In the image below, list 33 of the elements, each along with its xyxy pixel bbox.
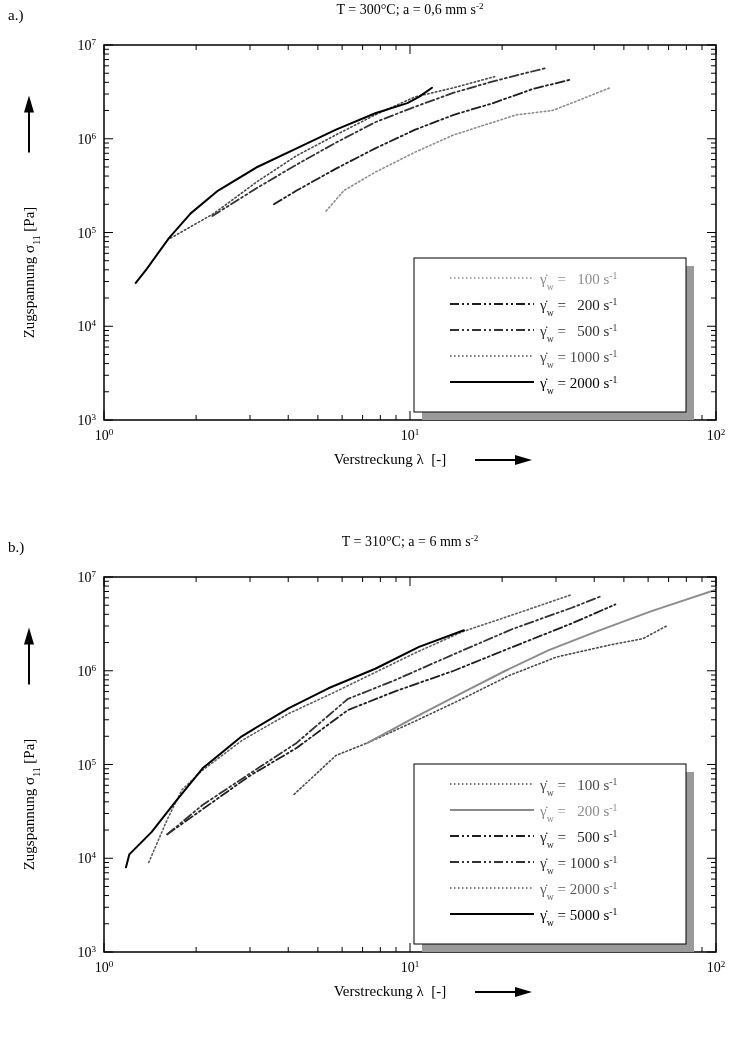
x-tick-label: 10$^{1}$ <box>400 427 420 443</box>
text: γ̇$_{w}$ = 500 s$^{-1}$ <box>539 827 618 850</box>
chart-title: T = 300°C; a = 0,6 mm s$^{-2}$ <box>336 1 484 17</box>
y-tick-label: 10$^{7}$ <box>77 37 97 53</box>
x-tick-label: 10$^{0}$ <box>94 959 114 975</box>
text: γ̇$_{w}$ = 200 s$^{-1}$ <box>539 295 618 318</box>
y-tick-label: 10$^{6}$ <box>77 662 97 679</box>
text: γ̇$_{w}$ = 100 s$^{-1}$ <box>539 775 618 798</box>
y-tick-label: 10$^{5}$ <box>77 756 97 773</box>
y-tick-label: 10$^{7}$ <box>77 569 97 585</box>
x-tick-label: 10$^{2}$ <box>706 959 726 975</box>
y-tick-label: 10$^{4}$ <box>77 318 97 335</box>
x-axis-title: Verstreckung λ [-] <box>333 983 447 999</box>
text: γ̇$_{w}$ = 1000 s$^{-1}$ <box>539 347 618 370</box>
text: a.) <box>8 7 24 24</box>
x-axis-title: Verstreckung λ [-] <box>333 451 447 467</box>
x-tick-label: 10$^{2}$ <box>706 427 726 443</box>
x-tick-label: 10$^{1}$ <box>400 959 420 975</box>
text: γ̇$_{w}$ = 100 s$^{-1}$ <box>539 269 618 292</box>
x-tick-label: 10$^{0}$ <box>94 427 114 443</box>
text: b.) <box>8 539 25 556</box>
text: γ̇$_{w}$ = 1000 s$^{-1}$ <box>539 853 618 876</box>
text: γ̇$_{w}$ = 5000 s$^{-1}$ <box>539 905 618 928</box>
y-tick-label: 10$^{3}$ <box>77 944 97 960</box>
text: γ̇$_{w}$ = 2000 s$^{-1}$ <box>539 373 618 396</box>
y-tick-label: 10$^{5}$ <box>77 224 97 241</box>
text: γ̇$_{w}$ = 200 s$^{-1}$ <box>539 801 618 824</box>
y-tick-label: 10$^{6}$ <box>77 130 97 147</box>
text: γ̇$_{w}$ = 2000 s$^{-1}$ <box>539 879 618 902</box>
text: γ̇$_{w}$ = 500 s$^{-1}$ <box>539 321 618 344</box>
chart-title: T = 310°C; a = 6 mm s$^{-2}$ <box>341 533 479 549</box>
y-tick-label: 10$^{4}$ <box>77 850 97 867</box>
y-tick-label: 10$^{3}$ <box>77 412 97 428</box>
